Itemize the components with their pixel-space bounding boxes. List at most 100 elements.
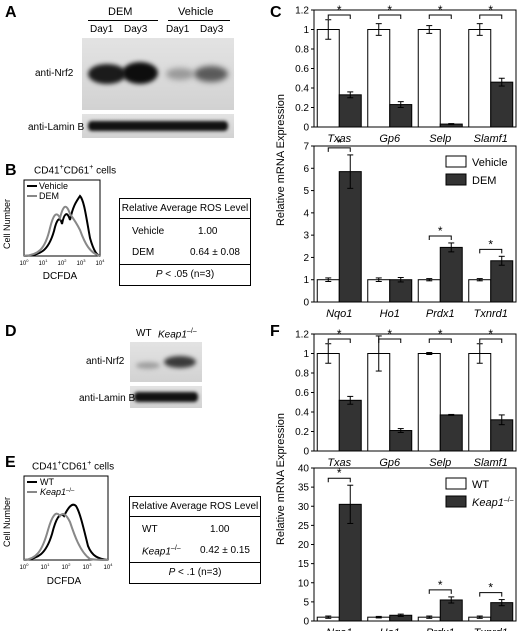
- panel-e-legend-keap1: Keap1–/–: [40, 487, 75, 497]
- blot-band: [166, 68, 194, 80]
- panel-c-label: C: [270, 4, 282, 21]
- c-bottom-ytick-label: 1: [303, 275, 309, 286]
- c-top-bar-treated: [490, 81, 514, 128]
- f-bottom-category-label: Prdx1: [426, 627, 455, 631]
- c-top-bar-control: [316, 29, 340, 128]
- panel-a-group-dem-line: [88, 20, 158, 21]
- f-top-significance-star: *: [438, 327, 443, 341]
- c-top-bar-control: [468, 29, 492, 128]
- panel-b-tick-1: 101: [39, 258, 49, 267]
- c-top-category-label: Slamf1: [474, 133, 508, 145]
- panel-e-tick-4: 104: [104, 562, 114, 571]
- panel-b-table-pval: P < .05 (n=3): [155, 269, 215, 280]
- c-bottom-category-label: Txnrd1: [474, 308, 508, 320]
- f-top-significance-star: *: [488, 327, 493, 341]
- panel-c-ylabel: Relative mRNA Expression: [275, 94, 287, 226]
- c-bottom-significance-bracket: [428, 235, 452, 240]
- f-bottom-ytick-label: 5: [303, 597, 309, 608]
- f-top-bar-treated: [389, 430, 413, 452]
- panel-e-label: E: [5, 454, 16, 471]
- f-top-ytick-label: 0.8: [295, 369, 309, 380]
- f-bottom-ytick-label: 35: [298, 483, 310, 494]
- c-bottom-significance-bracket: [479, 248, 503, 254]
- panel-e-table-pval: P < .1 (n=3): [168, 567, 222, 578]
- panel-e-plot-frame: [23, 475, 109, 561]
- panel-e-ylabel: Cell Number: [2, 497, 12, 547]
- c-top-significance-bracket: [428, 14, 452, 19]
- blot-band: [134, 392, 198, 402]
- c-bottom-bar-control: [417, 279, 441, 303]
- panel-b-plot-frame: [23, 179, 101, 257]
- panel-b-histogram: Cell Number Vehicle DEM 100 101 102 103 …: [2, 179, 105, 282]
- f-top-ytick-label: 0.4: [295, 408, 309, 419]
- panel-d-lane-wt: WT: [136, 328, 152, 339]
- panel-d-lane-keap1: Keap1–/–: [158, 328, 197, 341]
- c-bottom-legend-label: DEM: [472, 175, 496, 187]
- f-bottom-ytick-label: 20: [298, 540, 310, 551]
- f-top-ytick-label: 1: [303, 349, 309, 360]
- f-bottom-significance-bracket: [428, 589, 452, 594]
- f-bottom-significance-bracket: [479, 592, 503, 597]
- panel-a-lane-1: Day1: [90, 24, 114, 35]
- chart-f-top: 0 0.2 0.4 0.6 0.8 1 1.2 Txas * Gp6 * Selp * Slamf1 *: [295, 327, 517, 469]
- panel-a-group-vehicle: Vehicle: [178, 6, 214, 18]
- panel-e-tick-1: 101: [41, 562, 51, 571]
- f-top-ytick-label: 0.2: [295, 427, 309, 438]
- panel-b-title: CD41+CD61+ cells: [34, 164, 117, 177]
- c-bottom-legend-label: Vehicle: [472, 157, 507, 169]
- blot-band: [194, 66, 228, 82]
- c-top-significance-bracket: [327, 14, 351, 19]
- panel-f-ylabel: Relative mRNA Expression: [275, 413, 287, 545]
- f-top-bar-treated: [338, 399, 362, 452]
- panel-b-tick-3: 103: [77, 258, 87, 267]
- blot-band: [136, 362, 160, 369]
- panel-e-tick-3: 103: [83, 562, 93, 571]
- panel-e-table-divider-2: [130, 562, 260, 563]
- c-top-ytick-label: 0: [303, 123, 309, 134]
- chart-c-bottom: 0 1 2 3 4 5 6 7 Nqo1 * Ho1 Prdx1 * Txnrd1 * Vehicle DEM: [303, 136, 517, 320]
- f-top-bar-control: [316, 353, 340, 452]
- c-top-bar-treated: [338, 94, 362, 128]
- panel-e-ros-table: Relative Average ROS Level WT 1.00 Keap1–…: [129, 496, 261, 584]
- f-top-bar-control: [417, 353, 441, 452]
- c-top-bar-control: [367, 29, 391, 128]
- blot-band: [88, 121, 228, 131]
- c-bottom-bar-control: [367, 279, 391, 303]
- f-top-category-label: Txas: [327, 457, 351, 469]
- f-top-ytick-label: 1.2: [295, 330, 309, 341]
- c-top-ytick-label: 0.8: [295, 45, 309, 56]
- panel-d-row-lamin: anti-Lamin B: [79, 393, 136, 404]
- panel-a-lane-2: Day3: [124, 24, 148, 35]
- panel-e-table-title: Relative Average ROS Level: [131, 501, 259, 512]
- panel-e-tick-2: 102: [62, 562, 72, 571]
- f-top-category-label: Gp6: [379, 457, 401, 469]
- f-bottom-category-label: Txnrd1: [474, 627, 508, 631]
- panel-b-tick-0: 100: [20, 258, 30, 267]
- f-top-significance-star: *: [337, 327, 342, 341]
- c-bottom-ytick-label: 2: [303, 253, 309, 264]
- c-bottom-ytick-label: 5: [303, 186, 309, 197]
- c-top-bar-control: [417, 29, 441, 128]
- f-bottom-ytick-label: 40: [298, 464, 310, 475]
- panel-d-lamin-blot: [130, 386, 202, 408]
- f-bottom-legend-swatch: [445, 495, 467, 508]
- f-bottom-ytick-label: 30: [298, 502, 310, 513]
- c-top-significance-star: *: [337, 3, 342, 17]
- panel-d-label: D: [5, 323, 17, 340]
- c-top-ytick-label: 0.2: [295, 103, 309, 114]
- f-top-significance-star: *: [387, 327, 392, 341]
- panel-b-tick-2: 102: [58, 258, 68, 267]
- c-bottom-category-label: Ho1: [380, 308, 400, 320]
- c-bottom-bar-control: [316, 279, 340, 303]
- c-bottom-ytick-label: 7: [303, 142, 309, 153]
- blot-band: [88, 64, 126, 84]
- panel-a-group-dem: DEM: [108, 6, 133, 18]
- c-top-category-label: Txas: [327, 133, 351, 145]
- c-bottom-plot-frame: [313, 145, 517, 303]
- c-top-significance-star: *: [438, 3, 443, 17]
- f-bottom-category-label: Ho1: [380, 627, 400, 631]
- f-bottom-significance-bracket: [327, 477, 351, 483]
- panel-d-row-nrf2: anti-Nrf2: [86, 356, 125, 367]
- c-bottom-category-label: Prdx1: [426, 308, 455, 320]
- panel-b-table-title: Relative Average ROS Level: [121, 203, 249, 214]
